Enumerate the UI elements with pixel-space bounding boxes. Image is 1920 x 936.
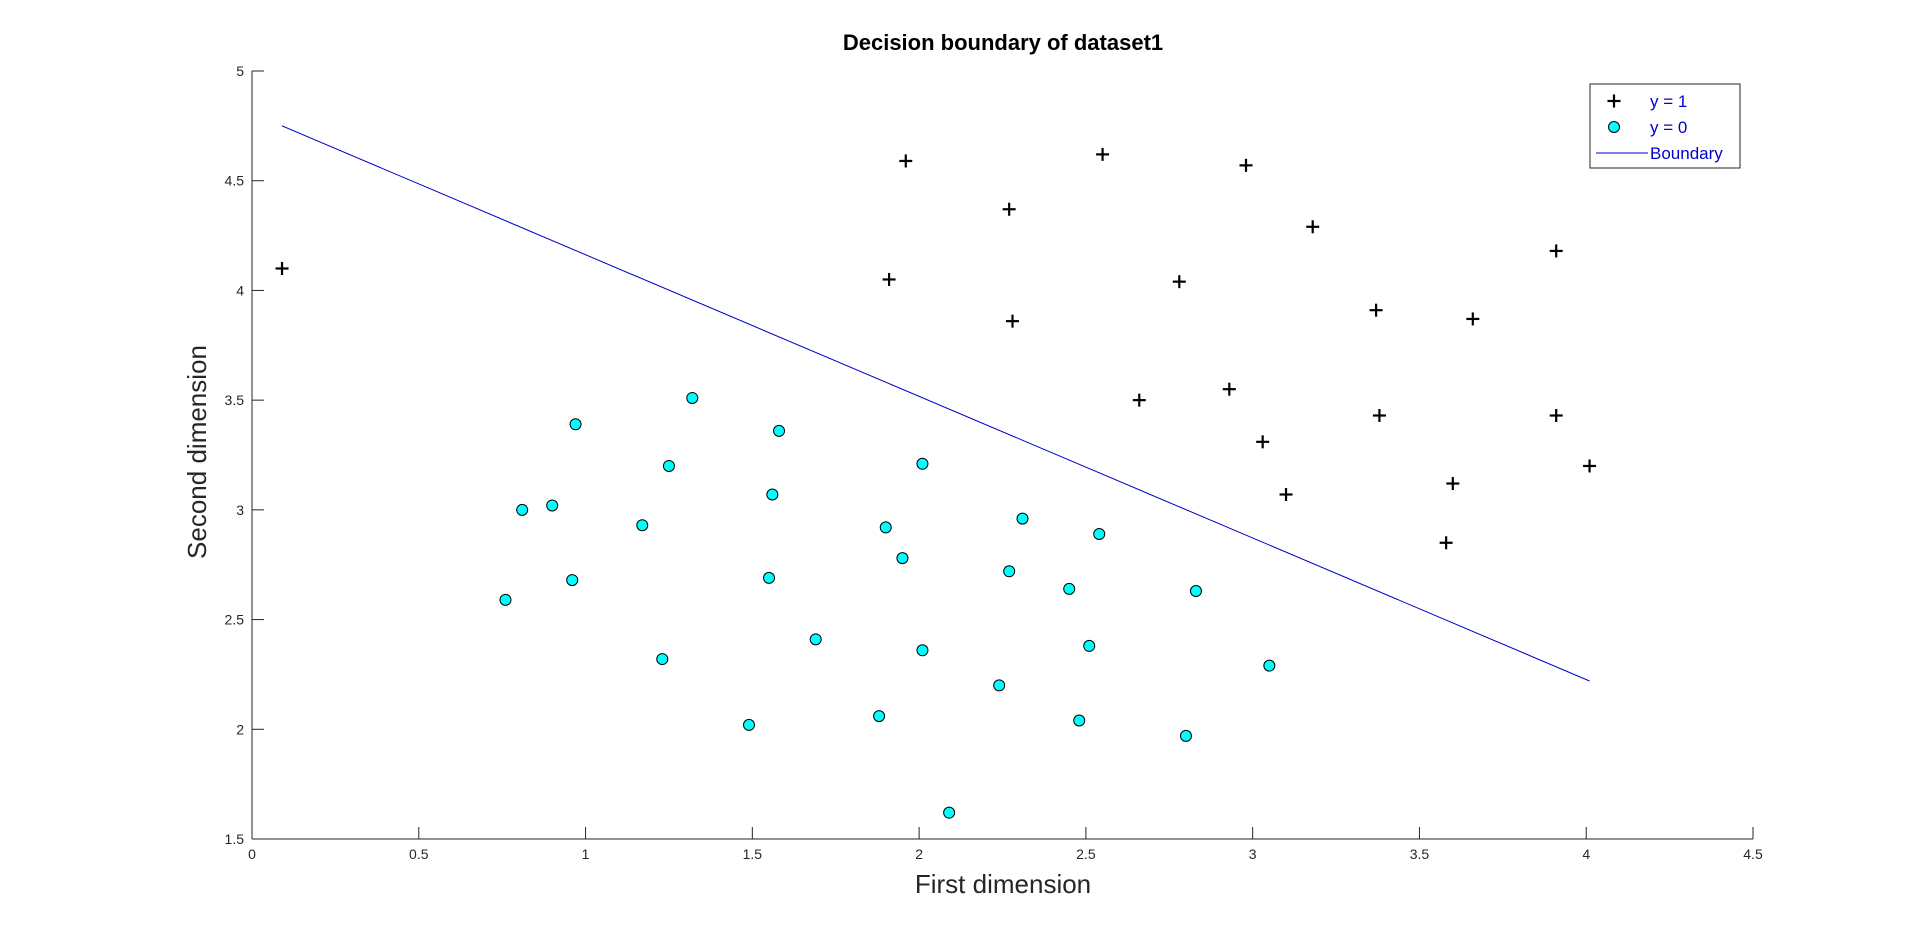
negative-point (516, 503, 529, 516)
x-tick-label: 2.5 (1076, 846, 1096, 862)
negative-point (1263, 659, 1276, 672)
y-tick-label: 4.5 (225, 173, 245, 189)
positive-point (899, 154, 913, 168)
negative-point (879, 521, 892, 534)
negative-point (766, 488, 779, 501)
negative-point (1003, 565, 1016, 578)
negative-point (763, 571, 776, 584)
negative-point (1073, 714, 1086, 727)
negative-point (499, 593, 512, 606)
y-tick-label: 3.5 (225, 392, 245, 408)
positive-point (1222, 382, 1236, 396)
y-tick-label: 3 (236, 502, 244, 518)
x-tick-label: 1.5 (743, 846, 763, 862)
chart-title: Decision boundary of dataset1 (843, 30, 1163, 55)
negative-point (662, 459, 675, 472)
positive-point (275, 261, 289, 275)
positive-point (1549, 244, 1563, 258)
legend: y = 1 y = 0 Boundary (1589, 83, 1741, 169)
positive-point (1239, 158, 1253, 172)
negative-point (1016, 512, 1029, 525)
x-tick-label: 4 (1582, 846, 1590, 862)
positive-point (1256, 435, 1270, 449)
x-tick-label: 0 (248, 846, 256, 862)
legend-label: y = 1 (1650, 92, 1687, 111)
x-tick-label: 1 (582, 846, 590, 862)
negative-point (686, 391, 699, 404)
x-axis-label: First dimension (915, 869, 1091, 899)
negative-point (569, 418, 582, 431)
boundary-line (281, 125, 1590, 682)
negative-point (916, 644, 929, 657)
negative-point (773, 424, 786, 437)
positive-point (1279, 487, 1293, 501)
x-tick-label: 0.5 (409, 846, 429, 862)
negative-point (809, 633, 822, 646)
negative-point (636, 519, 649, 532)
axes: 0 0.5 1 1.5 2 2.5 3 3.5 4 4.5 1.5 2 2.5 3 3.5 4 4.5 5 (225, 63, 1763, 862)
positive-point (1583, 459, 1597, 473)
data-marks (275, 125, 1597, 819)
x-tick-label: 3.5 (1410, 846, 1430, 862)
y-tick-label: 2.5 (225, 612, 245, 628)
positive-point (1172, 275, 1186, 289)
legend-marker-positive (1607, 94, 1621, 108)
y-tick-label: 4 (236, 282, 244, 298)
negative-point (1083, 639, 1096, 652)
negative-point (566, 574, 579, 587)
positive-point (1549, 409, 1563, 423)
positive-point (882, 272, 896, 286)
negative-point (546, 499, 559, 512)
positive-point (1372, 409, 1386, 423)
positive-point (1439, 536, 1453, 550)
y-tick-label: 1.5 (225, 831, 245, 847)
negative-point (1063, 582, 1076, 595)
positive-point (1306, 220, 1320, 234)
x-tick-label: 4.5 (1743, 846, 1763, 862)
legend-label: Boundary (1650, 144, 1723, 163)
positive-point (1466, 312, 1480, 326)
y-tick-label: 2 (236, 721, 244, 737)
legend-label: y = 0 (1650, 118, 1687, 137)
negative-point (656, 653, 669, 666)
positive-point (1006, 314, 1020, 328)
negative-point (896, 552, 909, 565)
negative-point (943, 806, 956, 819)
legend-marker-negative (1608, 121, 1620, 133)
positive-point (1132, 393, 1146, 407)
negative-point (1179, 729, 1192, 742)
positive-point (1446, 477, 1460, 491)
y-tick-label: 5 (236, 63, 244, 79)
positive-point (1369, 303, 1383, 317)
x-tick-label: 3 (1249, 846, 1257, 862)
negative-point (873, 710, 886, 723)
positive-point (1096, 147, 1110, 161)
y-axis-label: Second dimension (182, 345, 212, 559)
negative-point (742, 718, 755, 731)
negative-point (993, 679, 1006, 692)
x-tick-label: 2 (915, 846, 923, 862)
negative-point (916, 457, 929, 470)
positive-point (1002, 202, 1016, 216)
negative-point (1093, 527, 1106, 540)
negative-point (1189, 585, 1202, 598)
